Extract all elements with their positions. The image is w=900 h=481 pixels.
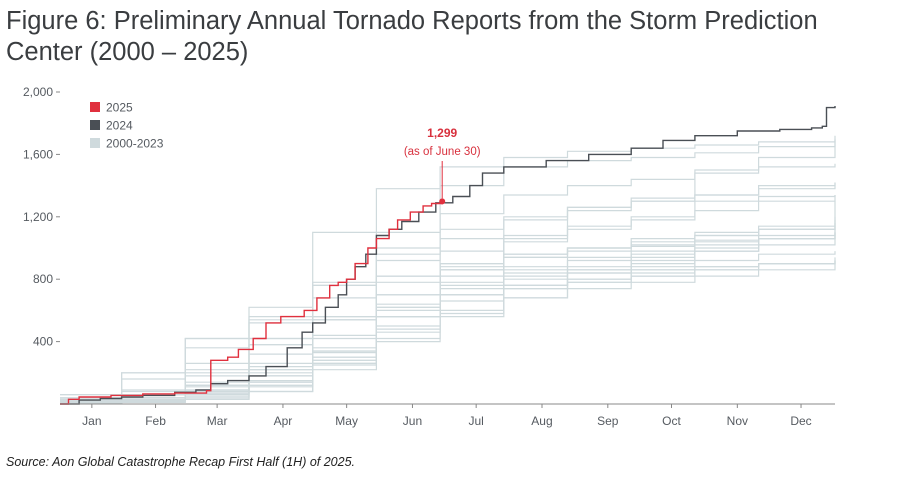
x-tick-label-Jul: Jul (468, 414, 483, 428)
legend-label-2025: 2025 (106, 101, 133, 115)
source-note: Source: Aon Global Catastrophe Recap Fir… (6, 455, 356, 469)
x-tick-label-Dec: Dec (790, 414, 811, 428)
series-line-2025 (60, 201, 443, 405)
annotation-marker (439, 198, 446, 205)
series-line-2019 (60, 163, 836, 403)
highlight-series-group (60, 106, 836, 405)
series-line-2000 (60, 263, 836, 403)
legend-swatch-2025 (90, 102, 100, 112)
x-tick-label-Aug: Aug (531, 414, 552, 428)
series-line-2009 (60, 223, 836, 404)
series-line-2018 (60, 238, 836, 404)
series-line-2012 (60, 260, 836, 399)
series-line-2010 (60, 195, 836, 404)
series-line-2001 (60, 229, 836, 403)
series-line-2008 (60, 140, 836, 399)
x-tick-label-Sep: Sep (597, 414, 619, 428)
annotation-note: (as of June 30) (404, 146, 481, 158)
series-line-2006 (60, 232, 836, 400)
x-tick-label-May: May (335, 414, 358, 428)
x-tick-label-Feb: Feb (145, 414, 166, 428)
series-line-2013 (60, 260, 836, 402)
series-line-2024 (60, 106, 836, 405)
history-series-group (60, 135, 836, 404)
x-tick-label-Nov: Nov (727, 414, 748, 428)
legend-label-2024: 2024 (106, 119, 133, 133)
legend-label-2000-2023: 2000-2023 (106, 137, 164, 151)
series-line-2015 (60, 219, 836, 404)
x-tick-label-Jan: Jan (82, 414, 101, 428)
legend-swatch-2000-2023 (90, 138, 100, 148)
series-line-2007 (60, 232, 836, 402)
series-line-2002 (60, 251, 836, 403)
x-tick-label-Jun: Jun (403, 414, 422, 428)
annotation-group: 1,299 (as of June 30) (404, 126, 481, 205)
series-line-2016 (60, 257, 836, 403)
series-line-2021 (60, 201, 836, 403)
y-tick-label-800: 800 (33, 272, 53, 286)
series-line-2014 (60, 260, 836, 404)
axes-group: 400 800 1,200 1,600 2,000 Jan Feb Mar Apr May Jun J… (23, 85, 835, 428)
legend-swatch-2024 (90, 120, 100, 130)
legend-group: 2025 2024 2000-2023 (90, 101, 164, 151)
x-tick-label-Apr: Apr (274, 414, 293, 428)
y-tick-label-400: 400 (33, 335, 53, 349)
series-line-2004 (60, 135, 836, 404)
figure-title: Figure 6: Preliminary Annual Tornado Rep… (6, 7, 818, 66)
series-line-2022 (60, 226, 836, 400)
y-tick-label-2000: 2,000 (23, 85, 53, 99)
series-line-2003 (60, 195, 836, 402)
x-tick-label-Mar: Mar (207, 414, 228, 428)
series-line-2017 (60, 182, 836, 396)
x-tick-label-Oct: Oct (662, 414, 681, 428)
series-line-2023 (60, 182, 836, 396)
annotation-value: 1,299 (427, 126, 457, 140)
series-line-2011 (60, 138, 836, 403)
series-line-2020 (60, 232, 836, 402)
series-line-2005 (60, 216, 836, 402)
y-tick-label-1200: 1,200 (23, 210, 53, 224)
y-tick-label-1600: 1,600 (23, 147, 53, 161)
